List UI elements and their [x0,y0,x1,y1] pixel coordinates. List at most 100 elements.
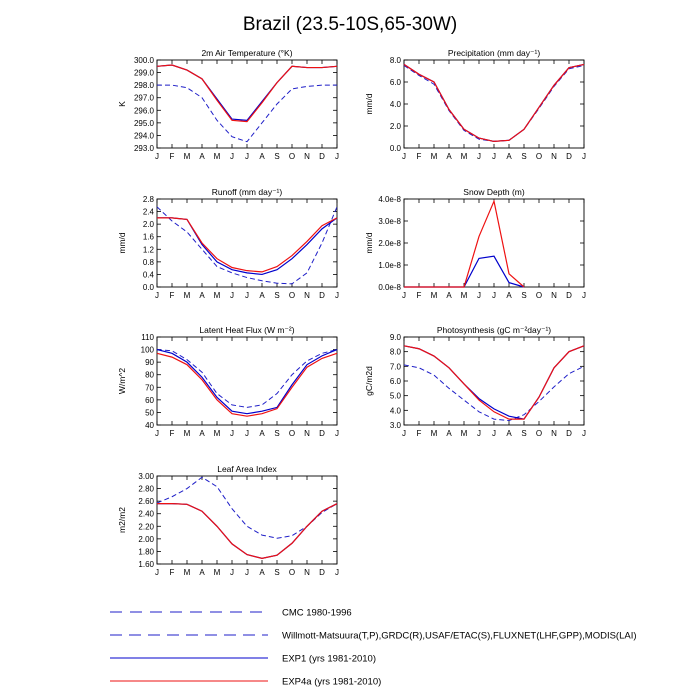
y-tick-label: 0.4 [143,270,155,279]
y-tick-label: 4.0 [390,100,402,109]
series-obs [157,84,337,143]
series-obs [403,364,585,422]
x-tick-label: J [155,152,159,161]
x-tick-label: S [521,291,526,300]
y-tick-label: 5.0 [390,392,402,401]
x-tick-label: J [402,152,406,161]
x-tick-label: M [214,152,221,161]
x-tick-label: N [551,291,557,300]
x-tick-label: A [446,291,452,300]
x-tick-label: J [492,291,496,300]
y-tick-label: 3.0 [390,421,402,430]
x-tick-label: A [259,568,265,577]
y-tick-label: 70 [145,383,154,392]
x-tick-label: A [446,429,452,438]
y-tick-label: 110 [141,333,154,342]
chart-precipitation: Precipitation (mm day⁻¹) mm/d 0.0 2.0 4.0 6.0… [364,48,586,161]
y-tick-label: 100 [141,346,155,355]
x-tick-label: A [259,291,265,300]
y-axis-label: m2/m2 [117,507,127,533]
x-tick-label: M [431,152,438,161]
x-tick-label: J [582,291,586,300]
x-tick-label: J [477,291,481,300]
chart-title: 2m Air Temperature (°K) [201,48,292,58]
y-tick-label: 293.0 [134,144,155,153]
x-tick-label: J [477,152,481,161]
series-exp1 [156,348,338,415]
x-tick-label: A [506,291,512,300]
x-tick-label: S [274,429,279,438]
x-tick-label: S [521,429,526,438]
y-tick-label: 299.0 [134,69,155,78]
y-tick-label: 6.0 [390,377,402,386]
x-tick-label: N [304,429,310,438]
x-tick-label: F [170,152,175,161]
x-tick-label: D [566,291,572,300]
series-exp1 [403,63,585,143]
series-exp1 [403,345,585,420]
y-tick-label: 2.4 [143,208,155,217]
y-tick-label: 8.0 [390,348,402,357]
plot-frame [403,198,585,288]
chart-title: Latent Heat Flux (W m⁻²) [199,325,294,335]
y-tick-label: 2.0e-8 [378,239,401,248]
y-tick-label: 0.8 [143,258,155,267]
y-tick-label: 2.40 [138,510,154,519]
series-exp4a [157,503,338,559]
chart-latent-heat: Latent Heat Flux (W m⁻²) W/m^2 40 50 60 70 80 9… [117,325,339,438]
chart-runoff: Runoff (mm day⁻¹) mm/d 0.0 0.4 0.8 1.2 1.6 2.0 2… [117,187,339,300]
x-tick-label: M [431,291,438,300]
y-tick-label: 40 [145,421,154,430]
x-tick-label: M [214,291,221,300]
x-tick-label: N [304,152,310,161]
x-tick-label: F [170,568,175,577]
x-tick-label: J [155,291,159,300]
x-tick-label: J [245,568,249,577]
x-tick-label: M [184,429,191,438]
y-tick-label: 9.0 [390,333,402,342]
x-tick-label: N [304,291,310,300]
y-tick-label: 60 [145,396,154,405]
x-tick-label: S [274,291,279,300]
chart-title: Photosynthesis (gC m⁻²day⁻¹) [437,325,551,335]
x-tick-label: J [245,152,249,161]
x-tick-label: J [492,152,496,161]
y-tick-label: 1.60 [138,560,154,569]
x-tick-label: A [199,152,205,161]
x-tick-label: J [245,291,249,300]
x-tick-label: M [461,152,468,161]
x-tick-label: J [230,429,234,438]
y-tick-label: 50 [145,408,154,417]
y-tick-label: 2.60 [138,497,154,506]
chart-title: Runoff (mm day⁻¹) [212,187,283,197]
x-tick-label: A [199,291,205,300]
series-exp4a [404,199,525,288]
x-tick-label: J [335,429,339,438]
x-tick-label: D [319,568,325,577]
x-tick-label: M [461,429,468,438]
x-tick-label: F [417,291,422,300]
x-tick-label: F [417,429,422,438]
y-tick-label: 3.0e-8 [378,217,401,226]
legend-item-cmc: CMC 1980-1996 [110,608,352,619]
legend-label: Willmott-Matsuura(T,P),GRDC(R),USAF/ETAC… [282,631,637,642]
x-tick-label: M [431,429,438,438]
y-tick-label: 2.8 [143,195,155,204]
x-tick-label: N [551,429,557,438]
x-tick-label: A [506,152,512,161]
y-axis-label: mm/d [364,93,374,115]
y-tick-label: 2.0 [390,122,402,131]
y-tick-label: 297.0 [134,94,155,103]
y-tick-label: 2.20 [138,522,154,531]
x-tick-label: M [184,291,191,300]
series-obs [403,65,585,142]
y-tick-label: 0.0 [390,144,402,153]
y-axis-label: mm/d [117,232,127,254]
y-tick-label: 294.0 [134,131,155,140]
x-tick-label: J [230,152,234,161]
y-tick-label: 6.0 [390,78,402,87]
legend: CMC 1980-1996 Willmott-Matsuura(T,P),GRDC… [110,608,637,688]
x-tick-label: J [492,429,496,438]
y-tick-label: 1.80 [138,547,154,556]
